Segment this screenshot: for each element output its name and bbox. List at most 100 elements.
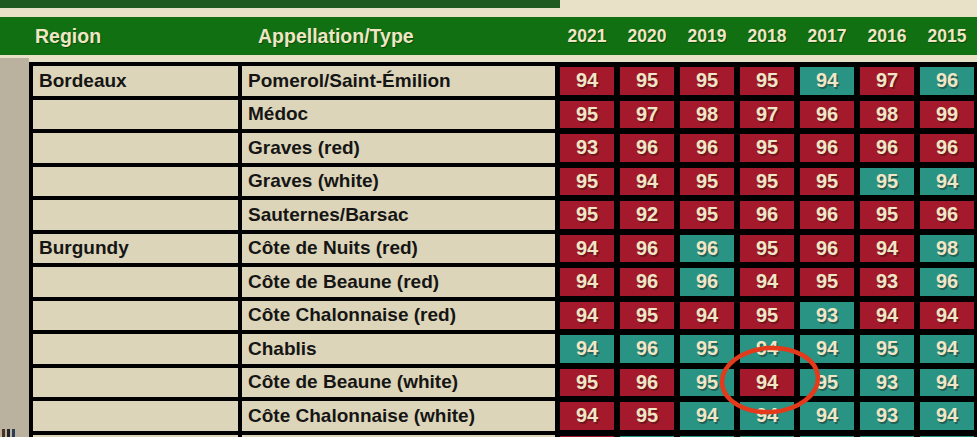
year-header: 2020: [617, 17, 677, 55]
region-cell: Burgundy: [31, 232, 240, 266]
score-cell: 93: [797, 299, 857, 333]
appellation-cell: Côte Chalonnaise (red): [240, 299, 557, 333]
score-cell: 99: [917, 98, 977, 132]
score-cell: 96: [797, 198, 857, 232]
year-header: 2016: [857, 17, 917, 55]
score-cell: 94: [557, 265, 617, 299]
vintage-chart-page: Region Appellation/Type 2021 2020 2019 2…: [0, 0, 977, 437]
top-green-bar: [0, 0, 560, 8]
score-cell: 96: [617, 131, 677, 165]
appellation-cell: Médoc: [240, 98, 557, 132]
region-cell: [31, 399, 240, 433]
appellation-cell: Côte de Nuits (red): [240, 232, 557, 266]
score-cell: [917, 433, 977, 437]
score-cell: 94: [797, 64, 857, 98]
score-cell: [857, 433, 917, 437]
region-cell: Bordeaux: [31, 64, 240, 98]
region-cell: [31, 165, 240, 199]
score-cell: 95: [737, 299, 797, 333]
score-cell: 95: [737, 64, 797, 98]
appellation-cell: Côte de Beaune (red): [240, 265, 557, 299]
score-cell: 95: [797, 265, 857, 299]
score-cell: 95: [737, 165, 797, 199]
score-cell: 93: [857, 265, 917, 299]
region-cell: [31, 198, 240, 232]
score-cell: 96: [677, 232, 737, 266]
score-cell: 95: [677, 64, 737, 98]
score-cell: 98: [917, 232, 977, 266]
year-header: 2017: [797, 17, 857, 55]
score-cell: 97: [857, 64, 917, 98]
region-cell: [31, 366, 240, 400]
score-cell: 94: [737, 366, 797, 400]
score-cell: 94: [557, 399, 617, 433]
region-cell: [31, 98, 240, 132]
score-cell: 94: [557, 332, 617, 366]
score-cell: 95: [857, 332, 917, 366]
score-cell: 94: [917, 366, 977, 400]
score-cell: 97: [737, 98, 797, 132]
score-cell: 94: [917, 332, 977, 366]
score-cell: 96: [617, 232, 677, 266]
score-cell: 94: [917, 165, 977, 199]
score-cell: [797, 433, 857, 437]
score-cell: 94: [557, 64, 617, 98]
score-cell: 96: [617, 366, 677, 400]
score-cell: 93: [557, 131, 617, 165]
score-cell: 96: [917, 265, 977, 299]
score-cell: 98: [677, 98, 737, 132]
score-cell: 94: [677, 299, 737, 333]
score-cell: 94: [737, 265, 797, 299]
score-cell: 95: [857, 198, 917, 232]
score-cell: 96: [917, 64, 977, 98]
region-cell: [31, 299, 240, 333]
score-cell: 94: [857, 299, 917, 333]
score-cell: 95: [557, 98, 617, 132]
score-cell: 94: [917, 299, 977, 333]
score-cell: 93: [857, 366, 917, 400]
score-cell: 96: [797, 98, 857, 132]
score-cell: [557, 433, 617, 437]
score-cell: 95: [797, 366, 857, 400]
appellation-cell: Côte de Beaune (white): [240, 366, 557, 400]
score-cell: 95: [677, 366, 737, 400]
score-cell: 95: [617, 399, 677, 433]
score-cell: 94: [557, 299, 617, 333]
score-cell: 95: [737, 131, 797, 165]
score-cell: 94: [737, 332, 797, 366]
score-cell: 95: [677, 198, 737, 232]
score-cell: 95: [677, 165, 737, 199]
score-cell: 95: [677, 332, 737, 366]
score-cell: 94: [797, 332, 857, 366]
score-cell: 94: [677, 399, 737, 433]
score-cell: 95: [737, 232, 797, 266]
year-header: 2018: [737, 17, 797, 55]
score-cell: 97: [617, 98, 677, 132]
score-cell: [737, 433, 797, 437]
appellation-cell: Sauternes/Barsac: [240, 198, 557, 232]
score-cell: 94: [617, 165, 677, 199]
year-header: 2015: [917, 17, 977, 55]
appellation-column-header: Appellation/Type: [258, 17, 414, 55]
score-cell: 98: [857, 98, 917, 132]
score-cell: 95: [617, 64, 677, 98]
region-cell: [31, 332, 240, 366]
score-cell: 95: [617, 299, 677, 333]
score-cell: 96: [857, 131, 917, 165]
appellation-cell: Pomerol/Saint-Émilion: [240, 64, 557, 98]
score-cell: 93: [857, 399, 917, 433]
score-cell: 96: [917, 198, 977, 232]
score-cell: 96: [617, 265, 677, 299]
score-cell: 96: [917, 131, 977, 165]
score-cell: 96: [677, 131, 737, 165]
year-header: 2021: [557, 17, 617, 55]
year-column-headers: 2021 2020 2019 2018 2017 2016 2015: [557, 17, 977, 55]
appellation-cell: Graves (red): [240, 131, 557, 165]
vintage-table: BordeauxPomerol/Saint-Émilion94959595949…: [29, 62, 977, 437]
table-header: Region Appellation/Type 2021 2020 2019 2…: [0, 17, 977, 55]
appellation-cell: Côte Chalonnaise (white): [240, 399, 557, 433]
score-cell: 94: [917, 399, 977, 433]
score-cell: 95: [557, 366, 617, 400]
appellation-cell: Graves (white): [240, 165, 557, 199]
score-cell: 95: [557, 198, 617, 232]
